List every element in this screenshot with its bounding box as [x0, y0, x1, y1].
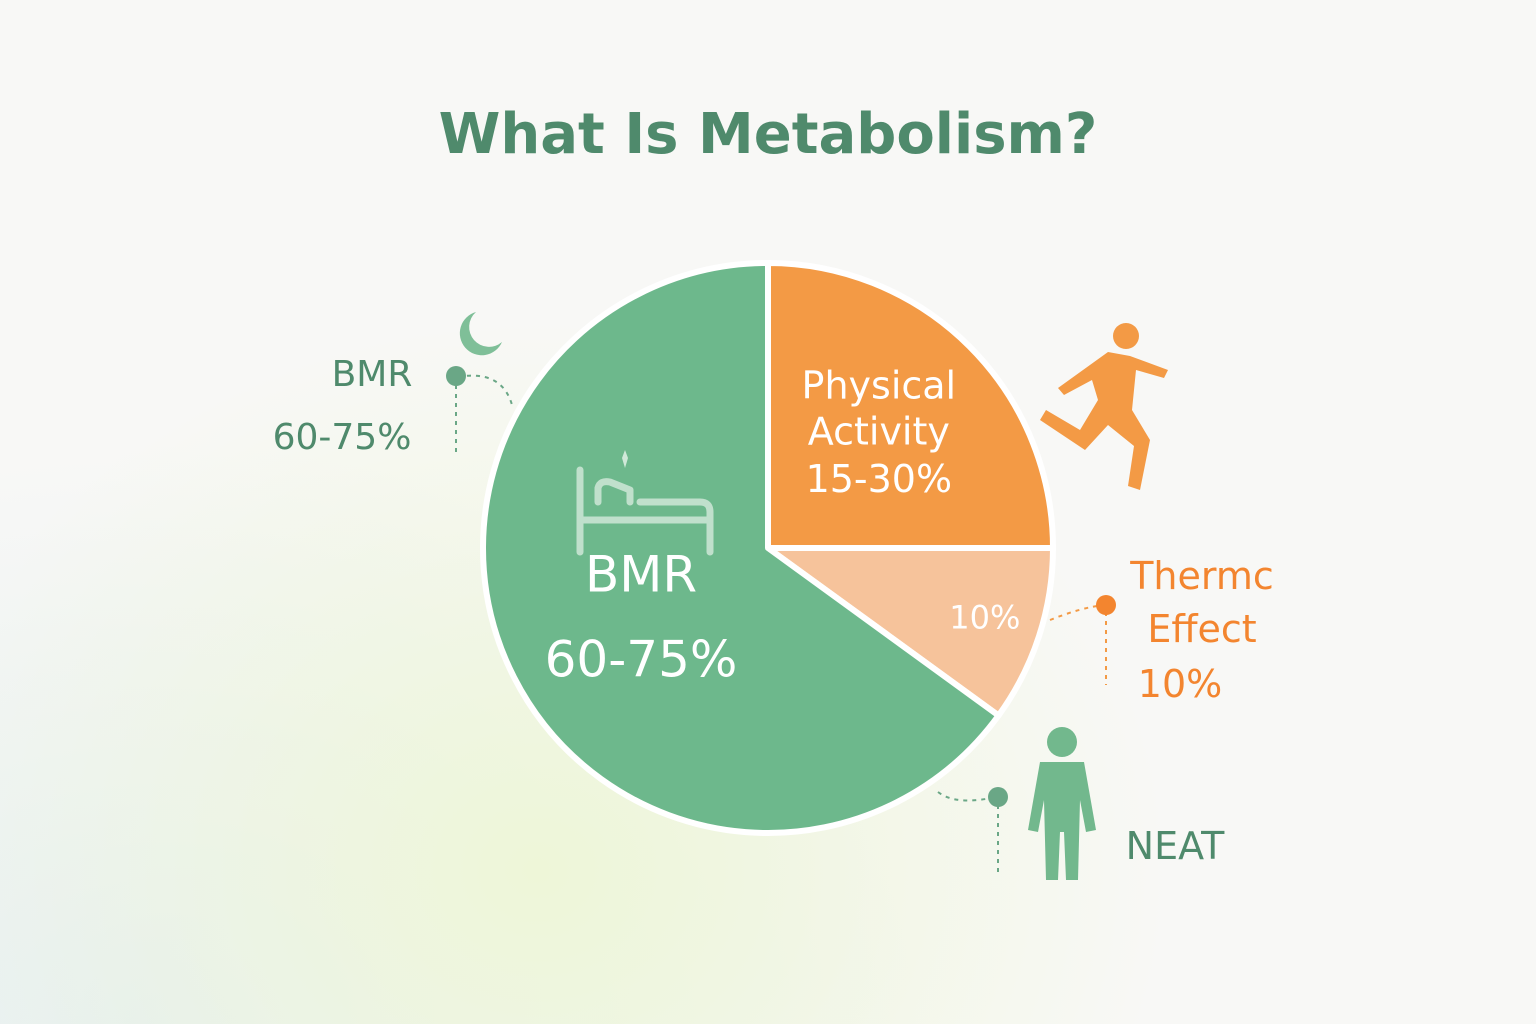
slice-value-label: 15-30%	[805, 456, 953, 501]
callout-value: 60-75%	[272, 417, 412, 459]
pie-slice	[765, 260, 1056, 551]
callout-label: Thermc Effect	[1130, 553, 1274, 651]
pie-slice	[765, 545, 1056, 719]
connectors	[1049, 604, 1107, 685]
connector	[457, 374, 513, 406]
callout-value: 10%	[1137, 661, 1223, 706]
connector-dot	[446, 366, 466, 386]
slice-label: Physical Activity	[801, 363, 957, 454]
moon-icon	[459, 312, 502, 356]
slice-value-label: 60-75%	[544, 630, 738, 689]
pie-slice	[480, 260, 1002, 836]
connector-dot	[988, 787, 1008, 807]
slice-label: BMR	[584, 545, 698, 604]
person-icon	[1028, 727, 1096, 880]
chart-title: What Is Metabolism?	[438, 101, 1098, 167]
connector-dot	[1096, 595, 1116, 615]
runner-icon	[1040, 323, 1168, 490]
pie	[480, 260, 1056, 836]
annotation: NEAT	[1125, 823, 1225, 868]
sparkle	[622, 450, 628, 468]
callout-label: BMR	[331, 354, 413, 396]
bed-icon	[576, 450, 714, 556]
slice-value-label: 10%	[949, 598, 1021, 637]
